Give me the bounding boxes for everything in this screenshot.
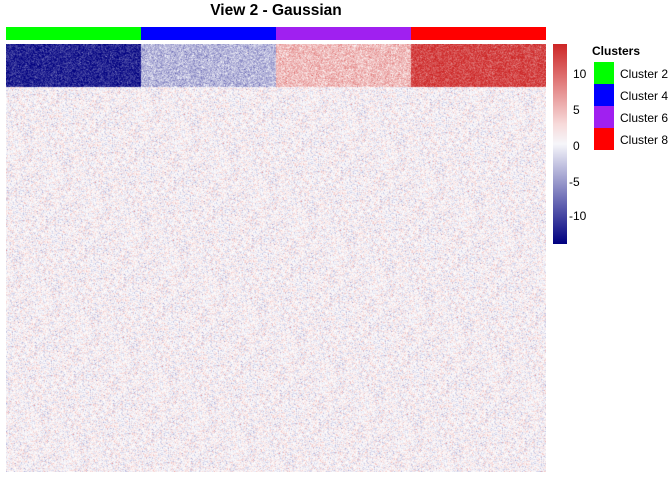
annotation-cluster-8 <box>411 27 546 40</box>
scale-tick-label: -10 <box>569 209 587 223</box>
legend-swatch-cluster-6 <box>594 106 614 128</box>
scale-tick-label: -5 <box>569 175 580 189</box>
annotation-cluster-2 <box>6 27 141 40</box>
annotation-cluster-6 <box>276 27 411 40</box>
legend-swatch-cluster-4 <box>594 84 614 106</box>
chart-title: View 2 - Gaussian <box>210 2 342 19</box>
color-scale-bar <box>553 44 567 244</box>
annotation-cluster-4 <box>141 27 276 40</box>
legend-swatch-cluster-2 <box>594 62 614 84</box>
legend-label-cluster-6: Cluster 6 <box>620 111 669 125</box>
legend-label-cluster-4: Cluster 4 <box>620 89 669 103</box>
scale-tick-label: 0 <box>573 139 580 153</box>
legend-swatch-cluster-8 <box>594 128 614 150</box>
legend-label-cluster-2: Cluster 2 <box>620 67 669 81</box>
legend-title: Clusters <box>592 44 641 58</box>
legend-label-cluster-8: Cluster 8 <box>620 133 669 147</box>
heatmap-body <box>6 44 546 472</box>
scale-tick-label: 10 <box>573 67 587 81</box>
scale-tick-label: 5 <box>573 103 580 117</box>
